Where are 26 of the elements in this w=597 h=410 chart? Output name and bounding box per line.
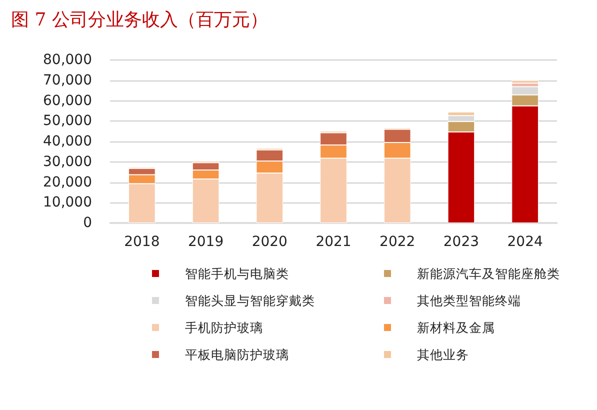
legend-label: 智能头显与智能穿戴类: [185, 293, 315, 308]
legend-label: 新材料及金属: [417, 320, 495, 335]
legend-label: 新能源汽车及智能座舱类: [417, 266, 560, 281]
y-tick-label: 30,000: [43, 154, 92, 170]
legend-label: 其他类型智能终端: [417, 293, 521, 308]
y-tick-label: 40,000: [43, 134, 92, 150]
bar: [512, 80, 538, 84]
y-tick-label: 50,000: [43, 113, 92, 130]
y-tick-label: 80,000: [43, 52, 92, 68]
legend-label: 平板电脑防护玻璃: [185, 347, 289, 362]
chart-title: 图 7 公司分业务收入（百万元）: [11, 10, 268, 30]
x-tick-label: 2021: [316, 234, 352, 250]
x-tick-label: 2022: [380, 234, 416, 250]
legend-label: 手机防护玻璃: [185, 320, 263, 335]
x-tick-label: 2023: [443, 234, 480, 250]
y-tick-label: 0: [83, 215, 92, 231]
legend-label: 其他业务: [417, 347, 469, 362]
y-tick-label: 70,000: [43, 72, 92, 88]
x-tick-label: 2018: [124, 234, 160, 250]
x-tick-label: 2020: [252, 234, 288, 250]
y-tick-label: 60,000: [43, 92, 92, 109]
x-tick-label: 2019: [188, 234, 224, 250]
y-tick-label: 10,000: [43, 194, 92, 211]
x-tick-label: 2024: [507, 234, 543, 250]
y-tick-label: 20,000: [43, 174, 92, 190]
legend-label: 智能手机与电脑类: [185, 266, 289, 281]
